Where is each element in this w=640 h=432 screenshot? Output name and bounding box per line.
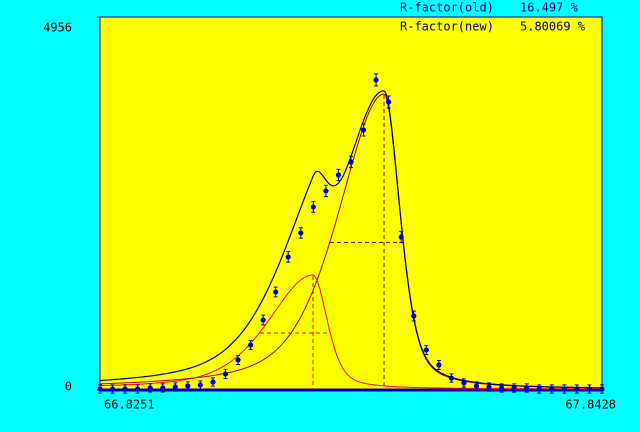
data-point	[197, 382, 203, 388]
data-point	[122, 386, 128, 392]
data-point	[486, 384, 492, 390]
data-point	[499, 385, 505, 391]
x-tick-label: 67.8428	[565, 398, 616, 412]
data-point	[247, 342, 254, 348]
x-tick-label: 66.8251	[104, 398, 155, 412]
data-point	[235, 357, 241, 363]
data-point	[448, 375, 455, 381]
r-factor-value: 5.80069 %	[520, 20, 586, 34]
plot-area	[99, 16, 603, 392]
data-point	[298, 230, 304, 236]
data-point	[335, 172, 342, 178]
data-point	[561, 386, 567, 392]
r-factor-label: R-factor(new)	[400, 20, 494, 34]
data-point	[549, 386, 555, 392]
data-point	[536, 386, 542, 392]
y-tick-label: 0	[65, 380, 72, 394]
data-point	[285, 254, 291, 260]
data-point	[348, 159, 354, 165]
data-point	[147, 385, 153, 391]
r-factor-value: 16.497 %	[520, 1, 579, 15]
component-curve	[99, 274, 602, 390]
data-point	[160, 385, 166, 391]
data-point	[511, 385, 517, 391]
data-point	[109, 386, 116, 392]
r-factor-label: R-factor(old)	[400, 1, 494, 15]
data-point	[524, 385, 530, 391]
data-point	[210, 379, 216, 385]
data-point	[185, 383, 191, 389]
data-point	[323, 188, 329, 194]
data-point	[473, 383, 480, 389]
data-point	[222, 371, 229, 377]
data-point	[411, 313, 417, 319]
data-point	[599, 386, 605, 392]
data-point	[260, 317, 266, 323]
data-point	[273, 289, 279, 295]
data-point	[436, 362, 442, 368]
data-point	[386, 99, 392, 105]
data-point	[310, 204, 316, 210]
data-point	[423, 347, 429, 353]
y-tick-label: 4956	[43, 21, 72, 35]
data-point	[373, 77, 379, 83]
data-point	[135, 386, 141, 392]
data-point	[360, 127, 367, 133]
data-point	[398, 234, 404, 240]
data-point	[586, 386, 593, 392]
data-point	[172, 384, 178, 390]
data-point	[461, 380, 467, 386]
data-point	[97, 386, 103, 392]
data-point	[574, 386, 580, 392]
